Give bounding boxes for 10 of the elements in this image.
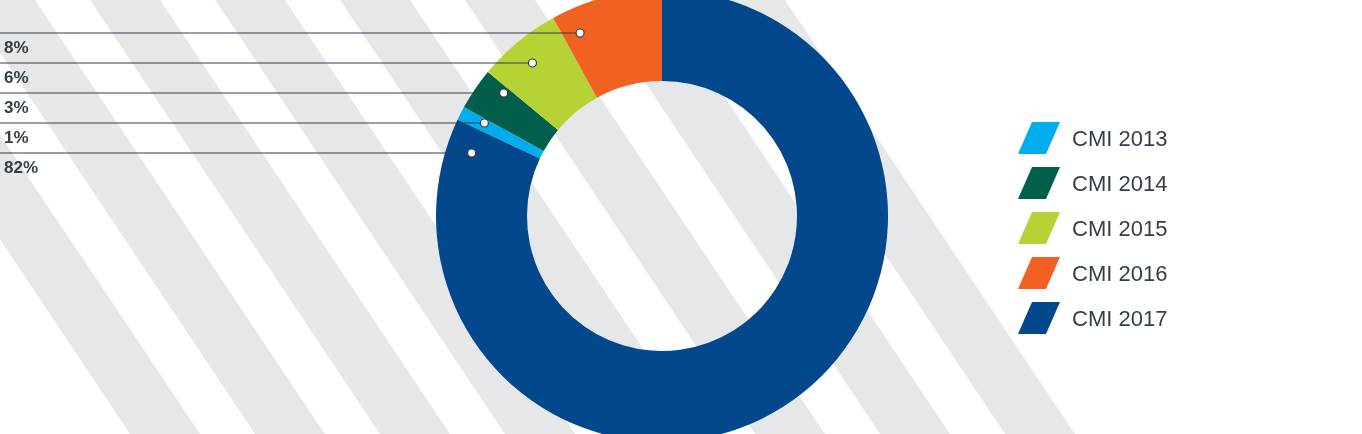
legend-label: CMI 2017: [1072, 306, 1168, 331]
data-label: 6%: [4, 68, 29, 87]
legend-label: CMI 2013: [1072, 126, 1168, 151]
data-label: 82%: [4, 158, 39, 177]
data-label: 3%: [4, 98, 29, 117]
data-label: 8%: [4, 38, 29, 57]
legend-label: CMI 2014: [1072, 171, 1168, 196]
legend-label: CMI 2016: [1072, 261, 1168, 286]
legend-label: CMI 2015: [1072, 216, 1168, 241]
data-label: 1%: [4, 128, 29, 147]
